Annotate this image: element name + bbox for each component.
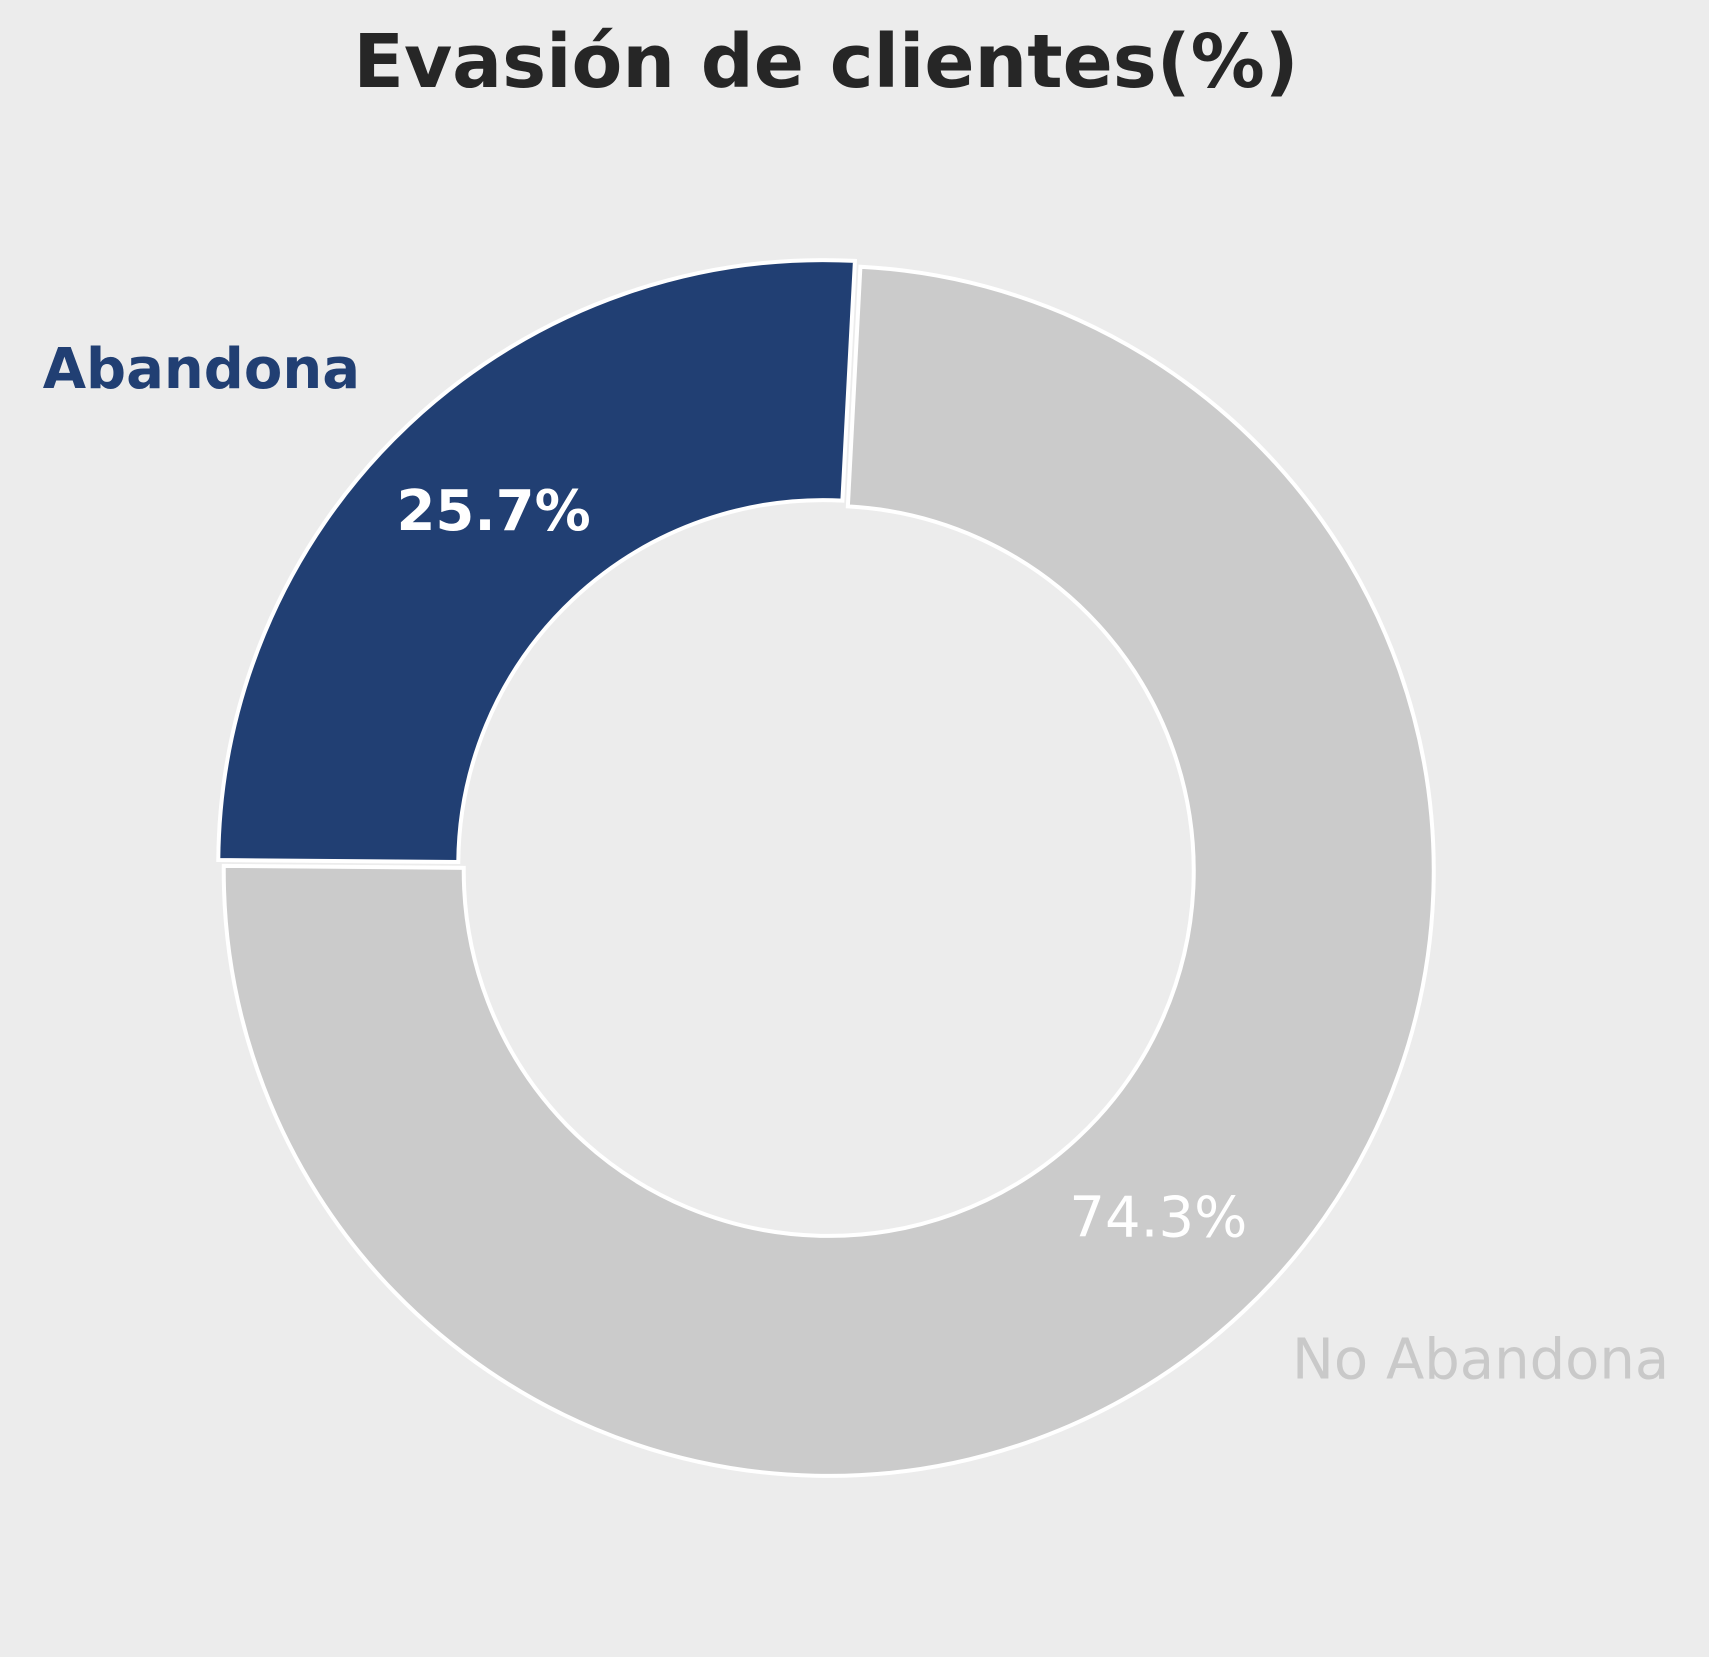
slice-no-abandona: [221, 264, 1436, 1478]
labels-layer: Abandona 25.7% No Abandona 74.3%: [43, 337, 1670, 1392]
slice-label-abandona: Abandona: [43, 337, 360, 402]
slices-layer: [216, 258, 1436, 1478]
slice-value-no-abandona: 74.3%: [1069, 1185, 1247, 1250]
slice-value-abandona: 25.7%: [396, 479, 590, 544]
slice-abandona: [216, 258, 858, 865]
slice-label-no-abandona: No Abandona: [1292, 1327, 1669, 1392]
chart-title: Evasión de clientes(%): [353, 19, 1298, 105]
